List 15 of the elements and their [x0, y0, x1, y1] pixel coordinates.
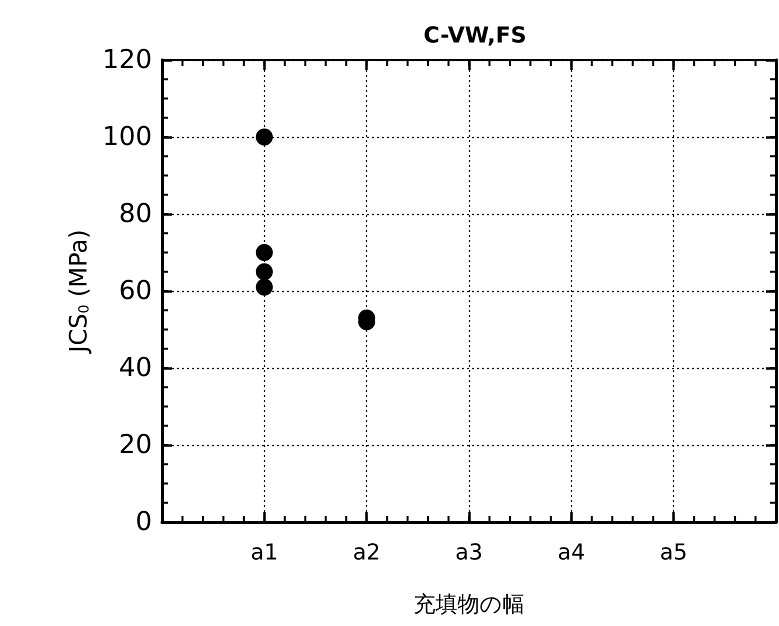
- x-tick-label: a5: [660, 540, 688, 566]
- x-tick-label: a2: [352, 540, 380, 566]
- y-axis-title: JCS0 (MPa): [64, 229, 92, 355]
- y-tick-label: 60: [118, 276, 152, 306]
- x-tick-label: a4: [558, 540, 586, 566]
- x-tick-label: a1: [250, 540, 278, 566]
- y-tick-label: 20: [118, 430, 152, 460]
- chart-title: C-VW,FS: [424, 24, 526, 48]
- y-tick-label: 120: [102, 45, 152, 75]
- y-tick-label: 80: [118, 199, 152, 229]
- y-tick-label: 40: [118, 353, 152, 383]
- y-tick-label: 0: [135, 507, 152, 537]
- x-axis-title: 充填物の幅: [414, 592, 524, 618]
- y-tick-label: 100: [102, 122, 152, 152]
- x-tick-label: a3: [455, 540, 483, 566]
